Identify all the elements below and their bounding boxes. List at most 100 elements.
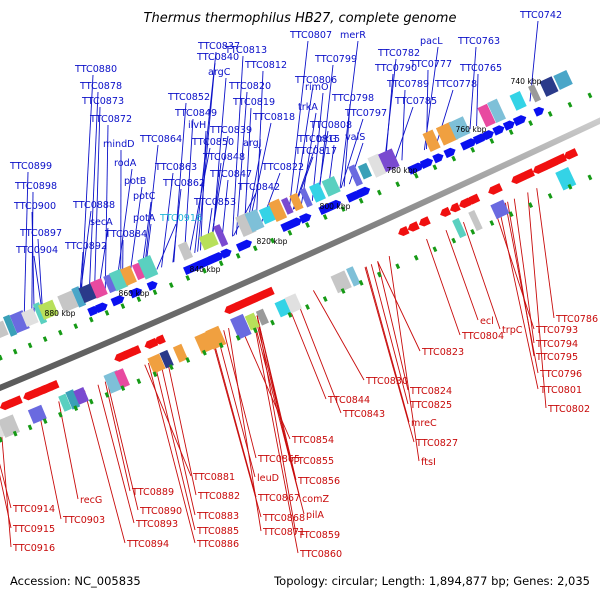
leader-line — [377, 261, 421, 352]
leader-line — [104, 124, 109, 292]
gene-label-forward: TTC0777 — [409, 59, 452, 70]
leader-line — [293, 85, 314, 210]
gene-label-forward: potC — [133, 191, 156, 202]
forward-gene-arrow — [299, 213, 312, 224]
gene-label-reverse: mreC — [411, 418, 437, 429]
scale-tick — [185, 275, 191, 281]
forward-gene-arrow — [110, 295, 125, 307]
gene-label-forward: TTC0815 — [297, 134, 340, 145]
reverse-gene-arrow — [466, 193, 481, 205]
scale-tick — [42, 336, 48, 342]
leader-line — [476, 73, 479, 127]
forward-gene-arrow — [443, 147, 456, 159]
gene-label-forward: TTC0904 — [15, 245, 58, 256]
feature-tile — [89, 278, 108, 299]
scale-tick — [58, 329, 63, 336]
feature-tile — [299, 187, 313, 208]
forward-gene-arrow — [146, 281, 158, 291]
feature-tile — [468, 210, 483, 232]
scale-tick — [340, 206, 346, 212]
gene-label-forward: rodA — [114, 158, 137, 169]
map-title: Thermus thermophilus HB27, complete geno… — [144, 11, 457, 26]
gene-label-reverse: TTC0796 — [539, 369, 582, 380]
leader-line — [80, 74, 94, 303]
scale-tick — [340, 288, 346, 294]
gene-label-reverse: TTC0793 — [535, 325, 578, 336]
gene-label-forward: TTC0819 — [232, 97, 275, 108]
scale-tick — [287, 311, 293, 318]
scale-tick — [152, 289, 158, 296]
scale-tick — [27, 424, 33, 431]
gene-label-reverse: TTC0824 — [409, 386, 452, 397]
scale-tick — [218, 260, 224, 267]
scale-tick — [73, 323, 79, 330]
leader-line — [340, 118, 364, 189]
gene-label-forward: TTC0847 — [209, 169, 252, 180]
feature-rings — [0, 69, 579, 439]
scale-label: 760 kbp — [456, 125, 487, 134]
gene-label-reverse: leuD — [257, 473, 279, 484]
forward-gene-arrow — [512, 115, 527, 127]
leader-line — [232, 55, 244, 237]
leader-line — [311, 92, 324, 201]
feature-tile — [119, 265, 137, 286]
gene-label-forward: valS — [345, 132, 365, 143]
feature-tile — [177, 241, 194, 261]
leader-line — [295, 297, 342, 414]
scale-tick — [567, 183, 573, 190]
gene-label-forward: TTC0763 — [457, 36, 500, 47]
feature-tile — [198, 231, 219, 251]
gene-label-forward: TTC0808 — [309, 120, 352, 131]
leader-line — [31, 211, 35, 322]
gene-label-reverse: pilA — [306, 510, 324, 521]
feature-tile — [348, 164, 363, 187]
scale-tick — [376, 189, 382, 196]
gene-label-reverse: TTC0871 — [262, 527, 305, 538]
leader-line — [106, 380, 139, 511]
gene-label-reverse: comZ — [302, 494, 329, 505]
gene-label-forward: TTC0848 — [202, 152, 245, 163]
feature-tile — [235, 211, 257, 237]
feature-tile — [452, 217, 467, 239]
feature-tile — [21, 307, 39, 327]
gene-label-reverse: TTC0823 — [421, 347, 464, 358]
feature-tile — [108, 268, 129, 292]
leader-line — [364, 266, 415, 443]
feature-tile — [539, 76, 559, 97]
leader-line — [255, 70, 264, 226]
gene-label-reverse: TTC0903 — [62, 515, 105, 526]
reverse-gene-arrow — [449, 202, 461, 213]
leader-line — [377, 261, 409, 391]
leader-line — [504, 202, 539, 374]
feature-tile — [73, 387, 89, 405]
gene-label-reverse: TTC0794 — [535, 339, 578, 350]
scale-tick — [58, 411, 63, 418]
scale-label: 740 kbp — [511, 77, 542, 86]
forward-gene-arrow — [345, 190, 361, 203]
gene-label-reverse: TTC0915 — [12, 524, 55, 535]
feature-tile — [528, 84, 542, 103]
scale-label: 860 kbp — [119, 289, 150, 298]
reverse-gene-arrow — [154, 334, 166, 345]
gene-label-forward: TTC0872 — [89, 114, 132, 125]
scale-tick — [136, 378, 142, 385]
forward-gene-arrow — [235, 239, 253, 252]
reverse-gene-arrow — [440, 206, 452, 217]
leader-line — [38, 409, 62, 520]
leader-line — [172, 188, 182, 263]
scale-tick — [88, 316, 94, 323]
leader-line — [312, 290, 365, 381]
gene-label-forward: TTC0822 — [261, 162, 304, 173]
leader-line — [161, 172, 174, 268]
feature-tile — [147, 353, 166, 374]
scale-tick — [152, 371, 158, 378]
feature-tile — [172, 343, 188, 363]
scale-tick — [432, 246, 438, 253]
leader-line — [221, 179, 229, 242]
scale-label: 780 kbp — [387, 166, 418, 175]
leader-line — [197, 62, 216, 252]
gene-label-reverse: TTC0830 — [365, 376, 408, 387]
forward-gene-arrow — [356, 186, 371, 198]
feature-tile — [131, 262, 147, 281]
